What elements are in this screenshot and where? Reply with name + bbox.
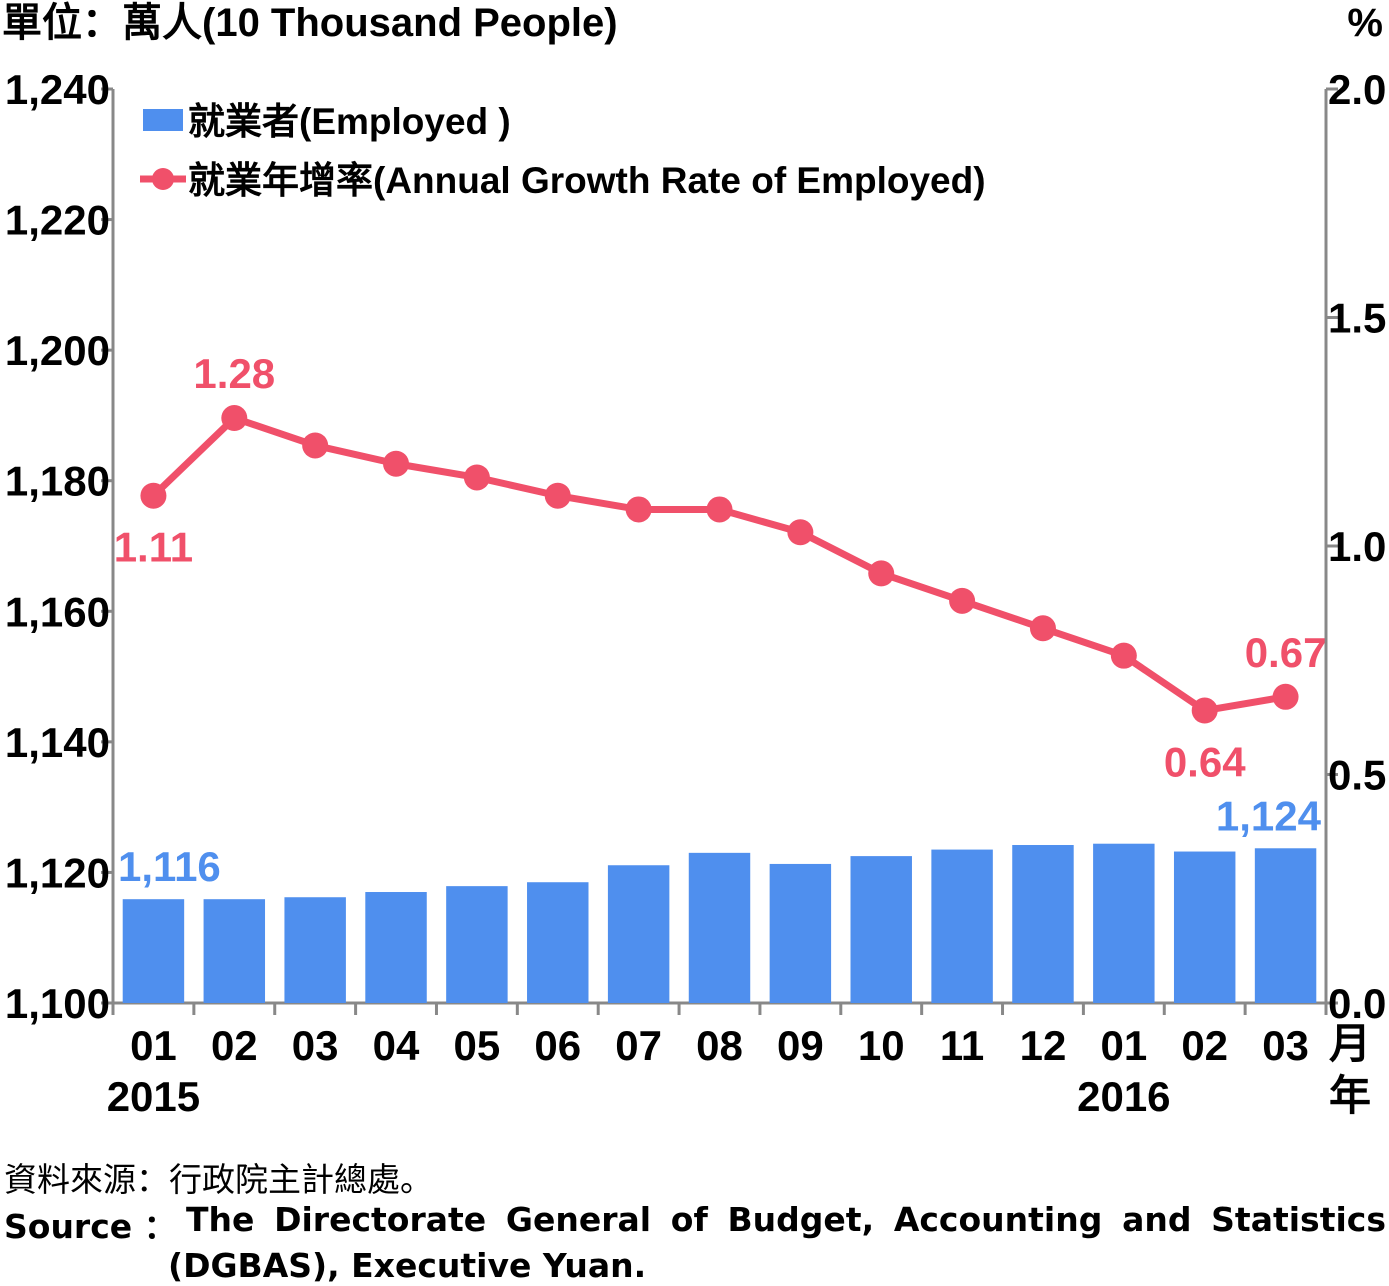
growth-rate-point	[1029, 615, 1056, 642]
legend-label-employed: 就業者(Employed )	[188, 101, 511, 142]
growth-rate-point	[140, 482, 167, 509]
source-chinese: 資料來源：行政院主計總處。	[4, 1160, 433, 1199]
chart-canvas: 單位：萬人(10 Thousand People) % 1,1001,1201,…	[2, 1, 1387, 1120]
x-axis-tick-label: 05	[454, 1022, 501, 1069]
bar-employed	[446, 886, 508, 1003]
x-axis-tick-label: 08	[696, 1022, 743, 1069]
growth-rate-point	[1272, 683, 1299, 710]
bar-employed	[122, 899, 185, 1003]
bar-employed	[527, 882, 589, 1003]
right-axis-tick-label: 0.5	[1328, 752, 1386, 799]
bar-employed	[607, 865, 670, 1003]
line-data-label: 0.64	[1164, 739, 1246, 786]
source-english: Source ： The Directorate General of Budg…	[4, 1200, 1386, 1248]
bar-employed	[1093, 843, 1155, 1003]
growth-rate-point	[463, 464, 490, 491]
x-axis-tick-label: 03	[1262, 1022, 1309, 1069]
right-axis-unit: %	[1347, 1, 1383, 45]
line-data-label: 1.11	[114, 524, 193, 571]
bar-employed	[284, 897, 346, 1003]
left-axis-tick-label: 1,120	[5, 849, 110, 896]
x-axis-tick-label: 01	[130, 1022, 177, 1069]
legend-swatch-growth-marker	[152, 168, 174, 190]
x-axis-tick-label: 07	[615, 1022, 662, 1069]
x-axis-year-label: 2015	[107, 1073, 200, 1120]
right-axis-tick-label: 1.0	[1328, 523, 1386, 570]
bar-employed	[931, 849, 993, 1003]
x-axis-tick-label: 02	[1181, 1022, 1228, 1069]
line-data-label: 1.28	[193, 350, 275, 397]
x-axis-tick-label: 11	[940, 1022, 984, 1069]
growth-rate-point	[787, 519, 814, 546]
growth-rate-point	[706, 496, 733, 523]
bar-employed	[769, 863, 832, 1003]
growth-rate-point	[383, 450, 410, 477]
bar-employed	[850, 856, 912, 1003]
line-series	[140, 405, 1299, 724]
bar-data-label: 1,116	[118, 843, 221, 890]
x-axis-tick-label: 03	[292, 1022, 339, 1069]
x-axis-year-label: 2016	[1077, 1073, 1170, 1120]
growth-rate-point	[544, 482, 571, 509]
bar-employed	[203, 899, 266, 1003]
source-text: The Directorate General of Budget, Accou…	[186, 1200, 1386, 1239]
x-axis-tick-label: 06	[534, 1022, 581, 1069]
source-text-line2: (DGBAS), Executive Yuan.	[168, 1246, 647, 1285]
x-axis-tick-label: 09	[777, 1022, 824, 1069]
right-axis-tick-label: 2.0	[1328, 66, 1386, 113]
left-axis-tick-label: 1,140	[5, 719, 110, 766]
bar-employed	[1173, 851, 1236, 1003]
line-data-label: 0.67	[1245, 629, 1327, 676]
left-axis-tick-label: 1,200	[5, 327, 110, 374]
growth-rate-point	[302, 432, 329, 459]
growth-rate-point	[221, 405, 248, 432]
x-axis-tick-label: 02	[211, 1022, 258, 1069]
x-axis-year-suffix: 年	[1329, 1072, 1371, 1119]
bar-employed	[1254, 848, 1317, 1003]
left-axis-tick-label: 1,240	[5, 66, 110, 113]
x-axis-month-suffix: 月	[1329, 1020, 1371, 1067]
x-axis-tick-label: 01	[1100, 1022, 1147, 1069]
left-axis-tick-label: 1,100	[5, 980, 110, 1027]
growth-rate-point	[625, 496, 652, 523]
x-axis-tick-label: 12	[1020, 1022, 1067, 1069]
data-labels: 1,116 1,124 1.11 1.28 0.64 0.67	[114, 350, 1327, 890]
right-axis-tick-label: 0.0	[1328, 980, 1386, 1027]
left-axis-unit: 單位：萬人(10 Thousand People)	[2, 1, 618, 45]
growth-rate-point	[949, 587, 976, 614]
left-axis-tick-label: 1,220	[5, 197, 110, 244]
legend: 就業者(Employed ) 就業年增率(Annual Growth Rate …	[140, 101, 986, 201]
bar-data-label: 1,124	[1216, 792, 1322, 839]
growth-rate-point	[1191, 697, 1218, 724]
bar-employed	[365, 892, 427, 1003]
growth-rate-point	[1110, 642, 1137, 669]
x-axis-tick-label: 04	[373, 1022, 420, 1069]
growth-rate-point	[868, 560, 895, 587]
right-axis-tick-label: 1.5	[1328, 295, 1386, 342]
left-axis-tick-label: 1,160	[5, 588, 110, 635]
x-axis-ticks: 01 02 03 04 05 06 07 08 09 10 11 12 01 02 03 月 2015 2016 年	[107, 1020, 1371, 1120]
bar-employed	[688, 852, 751, 1003]
legend-swatch-employed	[143, 109, 183, 131]
left-axis-tick-label: 1,180	[5, 458, 110, 505]
axes: 1,100 1,120 1,140 1,160 1,180 1,200 1,220 1,240…	[5, 66, 1387, 1027]
bar-series	[122, 843, 1317, 1003]
x-axis-tick-label: 10	[858, 1022, 905, 1069]
growth-rate-line	[151, 414, 1287, 715]
source-label: Source ：	[4, 1207, 177, 1246]
legend-label-growth: 就業年增率(Annual Growth Rate of Employed)	[188, 160, 986, 201]
bar-employed	[1012, 845, 1074, 1003]
